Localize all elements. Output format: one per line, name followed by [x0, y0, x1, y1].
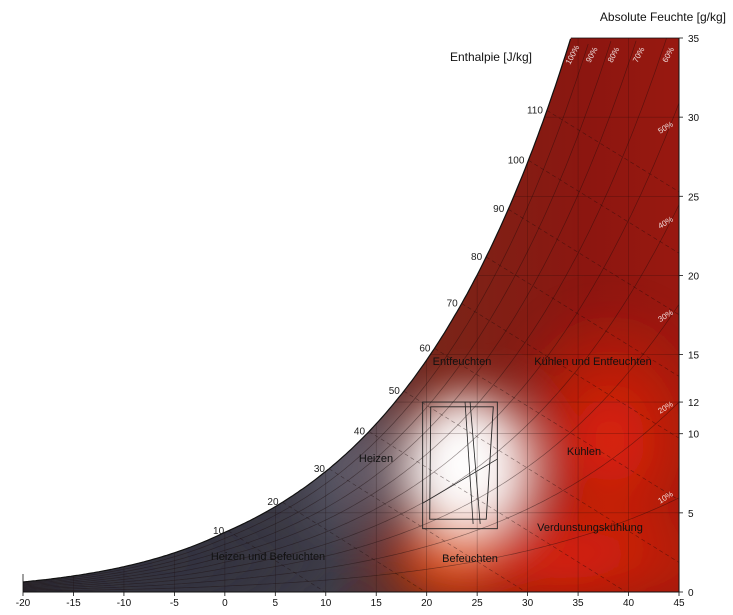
rh-curve: [23, 304, 679, 590]
relative-humidity-curves: 10%20%30%40%50%60%70%80%90%100%: [22, 38, 679, 592]
x-tick-label: 40: [623, 598, 635, 609]
comfort-zone-divider: [464, 402, 474, 524]
comfort-zone-box: [422, 401, 498, 530]
y-tick-label: 0: [688, 588, 694, 599]
rh-curve: [23, 43, 589, 584]
enthalpy-tick-label: 60: [419, 343, 431, 354]
region-label: Kühlen und Entfeuchten: [534, 356, 651, 368]
x-tick-label: 30: [522, 598, 534, 609]
x-tick-label: 35: [573, 598, 585, 609]
rh-curve: [23, 102, 679, 588]
enthalpy-tick-label: 80: [471, 252, 483, 263]
region-labels: Entfeuchten Kühlen und Entfeuchten Heizen K…: [211, 356, 652, 565]
rh-curve: [23, 401, 679, 591]
x-tick-label: 0: [222, 598, 228, 609]
enthalpy-tick-label: 90: [493, 204, 505, 215]
enthalpy-tick-label: 50: [389, 386, 401, 397]
y-tick-label: 25: [688, 192, 700, 203]
enthalpy-tick-label: 30: [314, 464, 326, 475]
y-tick-label: 5: [688, 509, 694, 520]
x-tick-label: -5: [170, 598, 179, 609]
x-tick-label: -20: [16, 598, 31, 609]
rh-curve: [23, 40, 637, 586]
region-label: Verdunstungskühlung: [537, 522, 643, 534]
x-tick-label: 20: [421, 598, 433, 609]
enthalpy-lines: 10 20 30 40 50 60 70 80 90 100 110: [213, 105, 679, 592]
enthalpy-tick-label: 20: [267, 497, 279, 508]
x-tick-label: -15: [66, 598, 81, 609]
rh-curve: [23, 40, 612, 585]
y-tick-label: 12: [688, 398, 700, 409]
x-tick-label: 25: [472, 598, 484, 609]
comfort-zone-core: [429, 406, 494, 520]
region-label: Entfeuchten: [433, 356, 492, 368]
comfort-zone: [422, 401, 498, 530]
axes: -20 -15 -10 -5 0 5 10 15 20 25 30 35 40 4505101215202…: [16, 34, 700, 609]
x-tick-label: 5: [273, 598, 279, 609]
x-tick-label: 45: [673, 598, 685, 609]
region-label: Kühlen: [567, 446, 601, 458]
comfort-zone-diagonal: [422, 458, 498, 504]
x-tick-label: 15: [371, 598, 383, 609]
enthalpy-tick-label: 100: [508, 155, 525, 166]
y-tick-label: 15: [688, 351, 700, 362]
y-tick-label: 30: [688, 113, 700, 124]
enthalpy-tick-label: 40: [354, 427, 366, 438]
x-tick-label: 10: [320, 598, 332, 609]
region-label: Befeuchten: [442, 553, 498, 565]
rh-curve: [23, 38, 667, 587]
rh-curve: [23, 204, 679, 589]
rh-curve: [22, 38, 572, 583]
region-label: Heizen: [359, 453, 393, 465]
y-tick-label: 35: [688, 34, 700, 45]
region-label: Heizen und Befeuchten: [211, 551, 325, 563]
enthalpy-tick-label: 10: [213, 526, 225, 537]
enthalpy-tick-label: 110: [527, 105, 543, 116]
y-tick-label: 20: [688, 271, 700, 282]
comfort-zone-divider: [469, 402, 481, 524]
rh-curve: [23, 497, 679, 592]
y-tick-label: 10: [688, 430, 700, 441]
y-axis-label: Absolute Feuchte [g/kg]: [600, 10, 726, 24]
enthalpy-tick-label: 70: [447, 298, 459, 309]
x-tick-label: -10: [117, 598, 132, 609]
enthalpy-axis-label: Enthalpie [J/kg]: [450, 50, 532, 64]
